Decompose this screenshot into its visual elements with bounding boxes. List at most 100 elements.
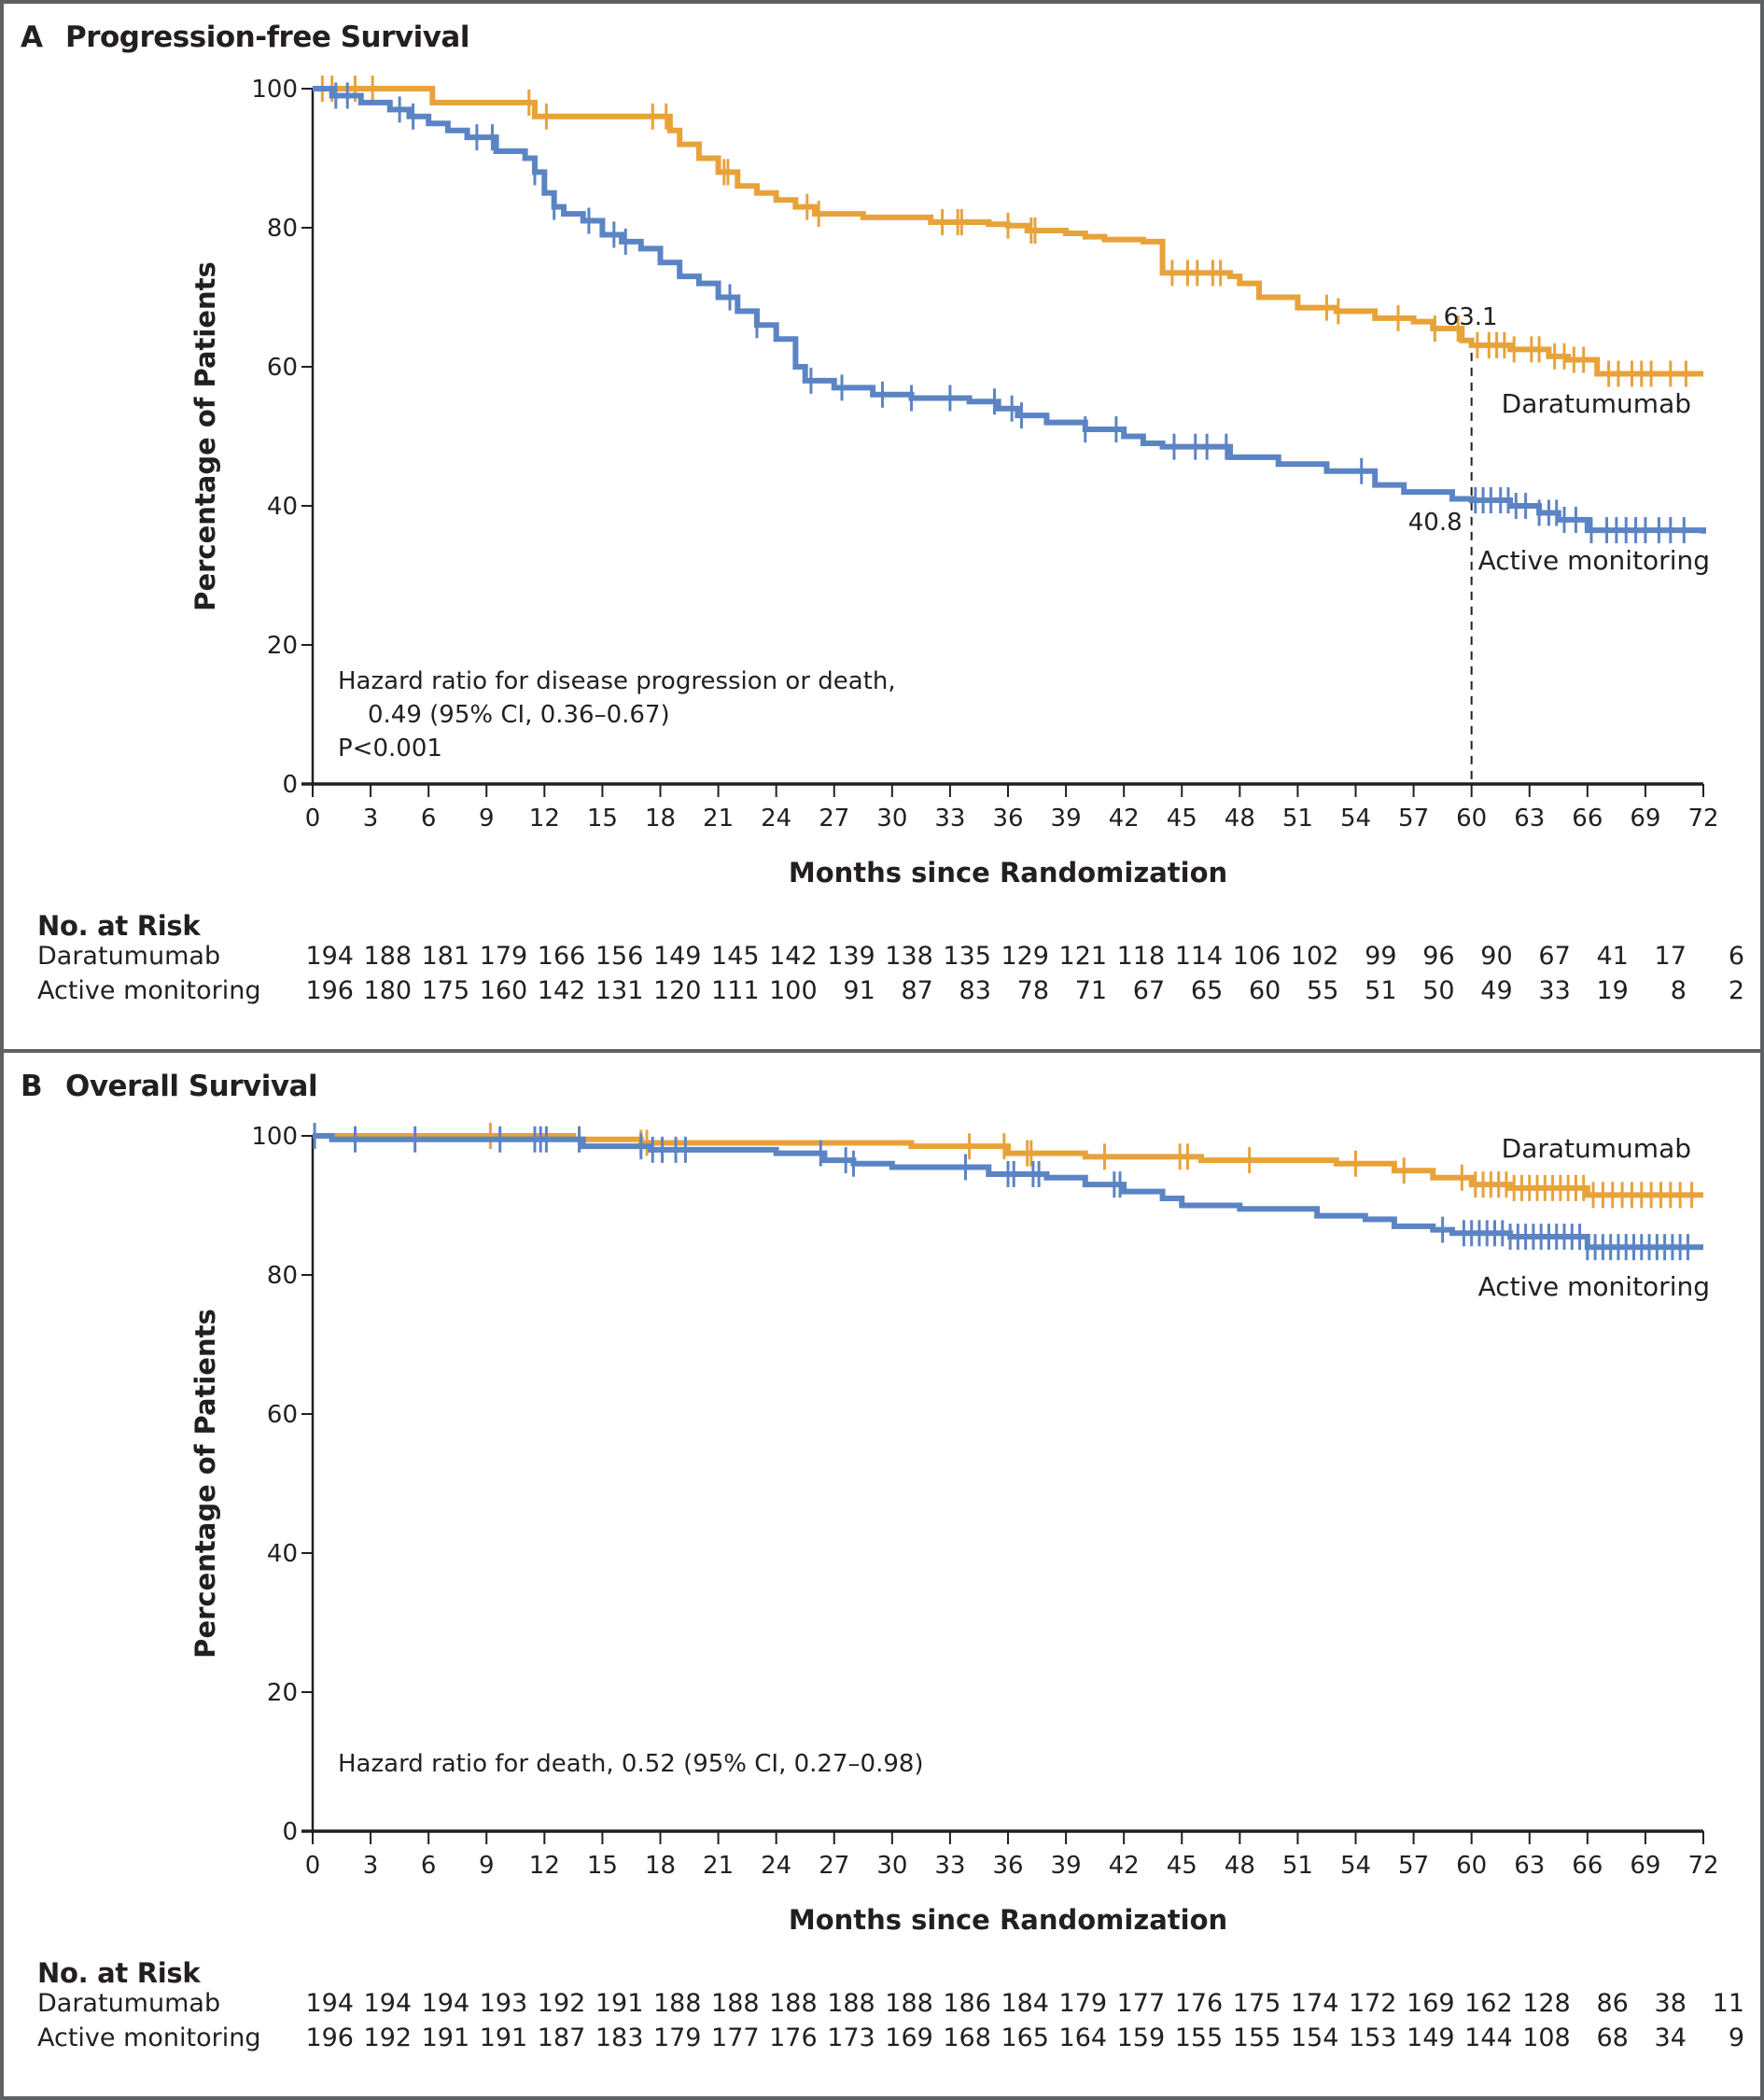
risk-value: 83 — [959, 976, 991, 1005]
risk-value: 71 — [1074, 976, 1108, 1005]
panel-divider — [0, 1049, 1764, 1053]
risk-value: 96 — [1422, 942, 1455, 971]
x-tick-label: 24 — [761, 805, 791, 833]
risk-value: 67 — [1538, 942, 1571, 971]
x-tick-label: 42 — [1109, 805, 1140, 833]
risk-value: 173 — [827, 2023, 875, 2052]
km-curve-active-monitoring — [313, 86, 1706, 534]
risk-value: 154 — [1290, 2023, 1339, 2052]
risk-value: 153 — [1348, 2023, 1397, 2052]
risk-value: 142 — [769, 942, 818, 971]
x-tick-label: 12 — [529, 805, 560, 833]
risk-value: 177 — [711, 2023, 760, 2052]
x-tick-label: 51 — [1282, 805, 1313, 833]
risk-value: 194 — [305, 942, 354, 971]
risk-value: 55 — [1307, 976, 1339, 1005]
risk-value: 102 — [1290, 942, 1339, 971]
hazard-ratio-annotation: Hazard ratio for death, 0.52 (95% CI, 0.… — [338, 1750, 924, 1778]
panel-a-chart: 0 3 6 9 12 15 18 21 24 27 30 33 36 39 42 45 48 51 54 57 60 63… — [189, 76, 1719, 889]
panel-a-letter: A — [21, 21, 43, 54]
x-tick-label: 6 — [421, 805, 437, 833]
y-tick-label: 0 — [282, 771, 298, 799]
risk-value: 120 — [652, 976, 702, 1005]
risk-value: 144 — [1464, 2023, 1513, 2052]
x-axis-title: Months since Randomization — [789, 1904, 1227, 1936]
risk-value: 41 — [1596, 942, 1629, 971]
risk-value: 175 — [421, 976, 470, 1005]
risk-value: 179 — [1058, 1989, 1108, 2018]
risk-value: 155 — [1174, 2023, 1224, 2052]
risk-value: 188 — [652, 1989, 702, 2018]
risk-value: 139 — [827, 942, 875, 971]
x-tick-label: 48 — [1225, 805, 1255, 833]
y-axis-title: Percentage of Patients — [189, 1309, 221, 1659]
risk-row-active-monitoring: Active monitoring 196 192 191 191 187 183 179 1… — [37, 2023, 1744, 2058]
risk-value: 188 — [769, 1989, 818, 2018]
risk-value: 67 — [1132, 976, 1166, 1005]
x-tick-label: 45 — [1167, 805, 1197, 833]
risk-value: 145 — [711, 942, 760, 971]
risk-value: 179 — [652, 2023, 702, 2052]
x-tick-label: 57 — [1398, 805, 1429, 833]
risk-row-label: Active monitoring — [37, 976, 261, 1005]
risk-value: 135 — [943, 942, 991, 971]
risk-row-daratumumab: Daratumumab 194 194 194 193 192 191 188 188 188 1… — [37, 1989, 1744, 2023]
risk-value: 131 — [595, 976, 644, 1005]
risk-value: 188 — [827, 1989, 875, 2018]
x-tick-label: 39 — [1051, 805, 1082, 833]
risk-row-label: Daratumumab — [37, 1989, 221, 2018]
risk-value: 34 — [1654, 2023, 1687, 2052]
km-curve-daratumumab — [313, 86, 1703, 377]
risk-value: 51 — [1365, 976, 1397, 1005]
x-tick-label: 18 — [645, 1852, 676, 1880]
risk-value: 99 — [1365, 942, 1397, 971]
x-tick-label: 21 — [703, 805, 734, 833]
x-tick-label: 66 — [1572, 805, 1603, 833]
hazard-ratio-annotation: 0.49 (95% CI, 0.36–0.67) — [368, 701, 670, 729]
landmark-value-daratumumab: 63.1 — [1444, 303, 1498, 331]
landmark-value-active-monitoring: 40.8 — [1408, 509, 1463, 537]
risk-row-daratumumab: Daratumumab 194 188 181 179 166 156 149 145 142 1… — [37, 942, 1744, 976]
risk-value: 160 — [479, 976, 528, 1005]
risk-value: 11 — [1712, 1989, 1744, 2018]
series-label-active-monitoring: Active monitoring — [1478, 1271, 1710, 1302]
risk-value: 186 — [943, 1989, 991, 2018]
risk-value: 108 — [1522, 2023, 1571, 2052]
risk-value: 196 — [305, 2023, 354, 2052]
risk-row-label: Active monitoring — [37, 2023, 261, 2052]
km-curve-active-monitoring — [313, 1133, 1703, 1251]
y-tick-label: 20 — [267, 1679, 298, 1707]
risk-value: 91 — [843, 976, 875, 1005]
risk-value: 38 — [1654, 1989, 1687, 2018]
y-tick-label: 60 — [267, 1401, 298, 1429]
risk-value: 188 — [885, 1989, 933, 2018]
risk-value: 155 — [1232, 2023, 1281, 2052]
risk-value: 100 — [769, 976, 818, 1005]
risk-value: 118 — [1116, 942, 1166, 971]
risk-table-title: No. at Risk — [37, 910, 201, 942]
risk-value: 184 — [1001, 1989, 1049, 2018]
risk-value: 168 — [943, 2023, 991, 2052]
risk-value: 121 — [1058, 942, 1108, 971]
risk-value: 78 — [1016, 976, 1049, 1005]
panel-b-risk-table: No. at Risk Daratumumab 194 194 194 193 192 1… — [37, 1957, 1744, 2058]
risk-value: 87 — [901, 976, 933, 1005]
x-tick-label: 9 — [479, 805, 495, 833]
risk-value: 138 — [885, 942, 933, 971]
risk-value: 33 — [1538, 976, 1571, 1005]
x-tick-label: 30 — [876, 1852, 907, 1880]
x-tick-label: 36 — [992, 1852, 1023, 1880]
risk-value: 188 — [711, 1989, 760, 2018]
x-tick-label: 27 — [819, 1852, 849, 1880]
x-tick-label: 54 — [1340, 1852, 1371, 1880]
y-tick-label: 60 — [267, 354, 298, 382]
x-tick-label: 15 — [587, 1852, 618, 1880]
x-tick-label: 33 — [934, 805, 965, 833]
risk-value: 60 — [1248, 976, 1281, 1005]
risk-value: 194 — [363, 1989, 413, 2018]
risk-value: 169 — [1407, 1989, 1455, 2018]
x-tick-label: 72 — [1687, 805, 1718, 833]
risk-value: 49 — [1480, 976, 1513, 1005]
risk-value: 111 — [711, 976, 760, 1005]
